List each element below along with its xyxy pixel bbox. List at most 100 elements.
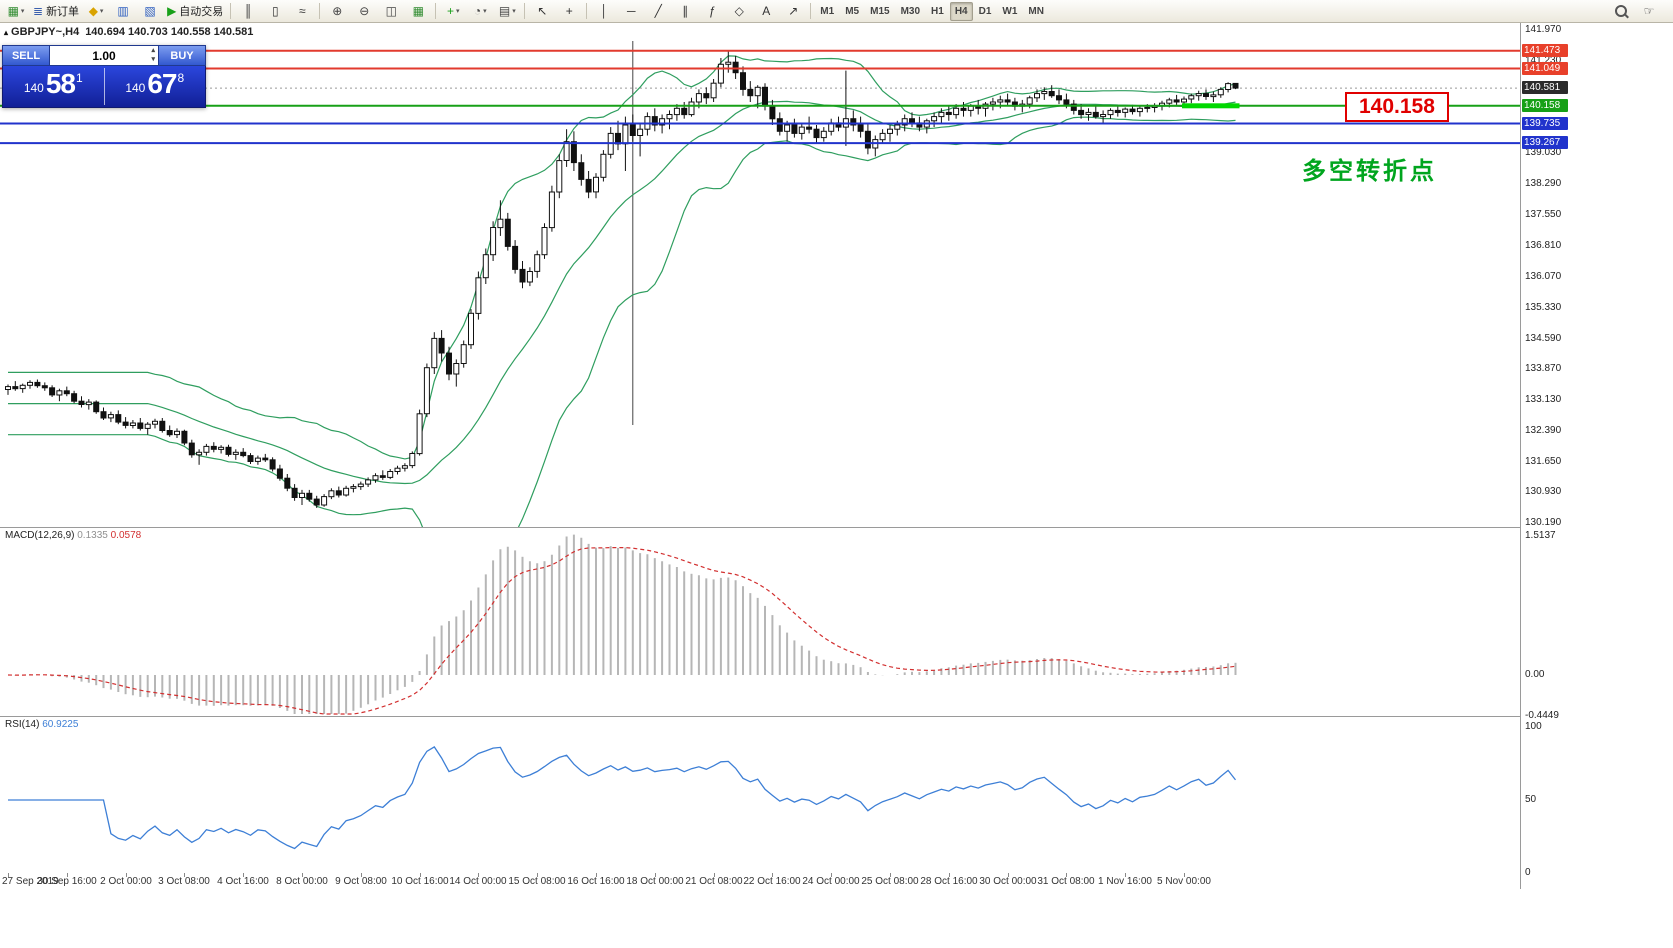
new-chart-button[interactable]: ▦ ▾ [3, 1, 29, 22]
vertical-line-button[interactable]: │ [591, 1, 617, 22]
toolbar-separator [524, 3, 526, 19]
text-label-button[interactable]: A [753, 1, 779, 22]
sell-price-big: 58 [45, 68, 76, 99]
horizontal-line-button[interactable]: ─ [618, 1, 644, 22]
time-axis[interactable]: 27 Sep 2019 30 Sep 16:00 2 Oct 00:00 3 Oct … [0, 873, 1520, 889]
timeframe-mn-button[interactable]: MN [1028, 5, 1044, 17]
auto-trading-icon: ▶ [167, 4, 177, 18]
zoom-in-icon: ⊕ [332, 4, 343, 18]
profiles-icon: ◆ [88, 4, 98, 18]
time-tick [478, 873, 479, 877]
timeframe-m5-button[interactable]: M5 [845, 5, 860, 17]
price-axis-label: 136.810 [1525, 240, 1562, 251]
hand-icon: ☞ [1643, 4, 1655, 18]
volume-down-arrow[interactable]: ▾ [151, 56, 155, 64]
time-axis-label: 25 Oct 08:00 [861, 876, 919, 887]
templates-button[interactable]: ▤ ▾ [494, 1, 520, 22]
time-tick [361, 873, 362, 877]
toolbar: ▦ ▾ ≣ 新订单 ◆ ▾ ▥ ▧ ▶ 自动交易 ║ ▯ ≈ ⊕ ⊖ ◫ ▦ + ▾ ◔ ▾ ▤ ▾ ↖ + │ ─ ╱ ∥ ƒ ◇ A ↗ M1… [0, 0, 1673, 23]
time-tick [890, 873, 891, 877]
main-price-chart[interactable] [0, 23, 1520, 527]
price-axis-label: 136.070 [1525, 271, 1562, 282]
trend-line-icon: ╱ [654, 4, 662, 18]
price-axis[interactable]: 141.970 141.230 139.030 138.290 137.550 136.8… [1520, 23, 1569, 889]
time-tick [537, 873, 538, 877]
time-axis-label: 4 Oct 16:00 [217, 876, 269, 887]
time-axis-label: 18 Oct 00:00 [626, 876, 684, 887]
timeframe-d1-button[interactable]: D1 [978, 5, 992, 17]
time-tick [8, 873, 9, 877]
new-chart-icon: ▦ [7, 4, 19, 18]
timeframe-m30-button[interactable]: M30 [900, 5, 921, 17]
new-order-label: 新订单 [46, 6, 80, 18]
periods-icon: ◔ [473, 4, 482, 18]
price-marker-label: 139.267 [1522, 136, 1568, 149]
caret-down-icon: ▾ [483, 8, 487, 15]
bar-chart-button[interactable]: ║ [235, 1, 261, 22]
time-tick [772, 873, 773, 877]
arrow-tool-button[interactable]: ↗ [780, 1, 806, 22]
macd-indicator-chart[interactable] [0, 527, 1520, 716]
rsi-axis-label: 50 [1525, 794, 1537, 805]
indicators-button[interactable]: + ▾ [440, 1, 466, 22]
profiles-button[interactable]: ◆ ▾ [83, 1, 109, 22]
zoom-out-button[interactable]: ⊖ [351, 1, 377, 22]
panel-divider[interactable] [0, 527, 1568, 528]
time-axis-label: 30 Sep 16:00 [37, 876, 97, 887]
search-button[interactable] [1608, 1, 1634, 22]
equidistant-channel-button[interactable]: ∥ [672, 1, 698, 22]
price-axis-label: 138.290 [1525, 178, 1562, 189]
crosshair-icon: + [565, 4, 573, 18]
buy-price-prefix: 140 [125, 81, 146, 95]
price-axis-label: 139.030 [1525, 147, 1562, 158]
chart-ohlc-header: ▴ GBPJPY~,H4 140.694 140.703 140.558 140.5… [4, 26, 253, 38]
timeframe-w1-button[interactable]: W1 [1002, 5, 1018, 17]
periods-button[interactable]: ◔ ▾ [467, 1, 493, 22]
sell-price-display[interactable]: 140 58 1 [3, 66, 104, 107]
navigator-button[interactable]: ▧ [137, 1, 163, 22]
market-watch-button[interactable]: ▥ [110, 1, 136, 22]
auto-trading-button[interactable]: ▶ 自动交易 [164, 1, 226, 22]
crosshair-button[interactable]: + [556, 1, 582, 22]
panel-divider[interactable] [0, 716, 1568, 717]
timeframe-h4-button[interactable]: H4 [949, 1, 973, 21]
time-tick [714, 873, 715, 877]
time-tick [1008, 873, 1009, 877]
rsi-indicator-chart[interactable] [0, 716, 1520, 873]
candlestick-chart-button[interactable]: ▯ [262, 1, 288, 22]
price-callout-label[interactable]: 140.158 [1345, 92, 1449, 122]
tile-windows-button[interactable]: ◫ [378, 1, 404, 22]
time-tick [1184, 873, 1185, 877]
price-marker-label: 140.581 [1522, 81, 1568, 94]
price-axis-label: 137.550 [1525, 209, 1562, 220]
rsi-name: RSI(14) [5, 719, 40, 730]
time-axis-label: 8 Oct 00:00 [276, 876, 328, 887]
drag-chart-button[interactable]: ☞ [1636, 1, 1662, 22]
time-axis-label: 9 Oct 08:00 [335, 876, 387, 887]
auto-arrange-button[interactable]: ▦ [405, 1, 431, 22]
fibonacci-button[interactable]: ƒ [699, 1, 725, 22]
trend-line-button[interactable]: ╱ [645, 1, 671, 22]
line-chart-button[interactable]: ≈ [289, 1, 315, 22]
shapes-button[interactable]: ◇ [726, 1, 752, 22]
zoom-out-icon: ⊖ [359, 4, 370, 18]
chart-symbol: GBPJPY~,H4 [11, 26, 80, 38]
buy-price-display[interactable]: 140 67 8 [105, 66, 206, 107]
templates-icon: ▤ [498, 4, 511, 18]
cursor-button[interactable]: ↖ [529, 1, 555, 22]
timeframe-h1-button[interactable]: H1 [931, 5, 944, 17]
buy-button[interactable]: BUY [158, 45, 206, 66]
timeframe-m1-button[interactable]: M1 [820, 5, 835, 17]
sell-button[interactable]: SELL [2, 45, 50, 66]
price-axis-label: 141.970 [1525, 24, 1562, 35]
toolbar-separator [586, 3, 588, 19]
annotation-text[interactable]: 多空转折点 [1302, 158, 1437, 185]
volume-up-arrow[interactable]: ▴ [151, 47, 155, 54]
price-axis-label: 133.130 [1525, 394, 1562, 405]
volume-input[interactable]: 1.00 ▴ ▾ [50, 45, 158, 66]
new-order-button[interactable]: ≣ 新订单 [30, 1, 82, 22]
zoom-in-button[interactable]: ⊕ [324, 1, 350, 22]
timeframe-m15-button[interactable]: M15 [870, 5, 890, 17]
tile-windows-icon: ◫ [385, 4, 397, 18]
fibonacci-icon: ƒ [708, 4, 716, 18]
